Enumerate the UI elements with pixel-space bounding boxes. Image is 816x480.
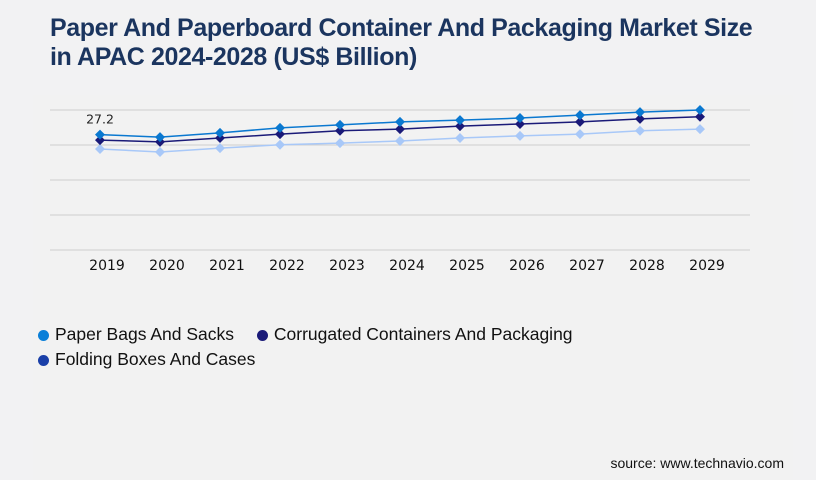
legend-item-corrugated[interactable]: Corrugated Containers And Packaging <box>256 322 573 346</box>
x-tick-label: 2028 <box>629 258 665 274</box>
data-point[interactable] <box>215 133 225 143</box>
legend-marker-icon <box>38 330 49 341</box>
data-point[interactable] <box>455 133 465 143</box>
x-tick-label: 2029 <box>689 258 725 274</box>
data-point[interactable] <box>455 115 465 126</box>
data-point[interactable] <box>395 135 405 146</box>
data-point[interactable] <box>95 135 105 146</box>
data-point[interactable] <box>515 119 525 129</box>
data-label: 27.2 <box>86 112 114 127</box>
data-point[interactable] <box>215 127 225 138</box>
data-point[interactable] <box>395 124 405 135</box>
data-point[interactable] <box>275 122 285 133</box>
data-point[interactable] <box>95 129 105 140</box>
x-tick-label: 2019 <box>89 258 125 274</box>
x-tick-label: 2024 <box>389 258 425 274</box>
series-group <box>95 105 705 157</box>
series-paper-bags-and-sacks <box>95 105 705 143</box>
series-corrugated-containers-and-packaging <box>95 111 705 147</box>
x-tick-label: 2027 <box>569 258 605 274</box>
line-chart: 2019 2020 2021 2022 2023 2024 2025 2026 2027 2028… <box>50 105 750 274</box>
x-tick-label: 2020 <box>149 258 185 274</box>
x-tick-label: 2026 <box>509 258 545 274</box>
data-point[interactable] <box>635 113 645 124</box>
data-point[interactable] <box>275 129 285 140</box>
x-tick-label: 2021 <box>209 258 245 274</box>
data-labels: 27.2 <box>86 112 114 127</box>
data-point[interactable] <box>695 105 705 115</box>
data-point[interactable] <box>335 119 345 130</box>
legend: Paper Bags And Sacks Corrugated Containe… <box>38 322 658 372</box>
data-point[interactable] <box>515 130 525 141</box>
data-point[interactable] <box>335 138 345 149</box>
legend-label: Corrugated Containers And Packaging <box>273 324 573 344</box>
legend-item-folding-boxes[interactable]: Folding Boxes And Cases <box>38 347 255 371</box>
series-folding-boxes-and-cases <box>95 124 705 157</box>
data-point[interactable] <box>335 125 345 136</box>
data-point[interactable] <box>515 113 525 124</box>
data-point[interactable] <box>95 144 105 155</box>
x-axis-tick-labels: 2019 2020 2021 2022 2023 2024 2025 2026 2027 2028… <box>89 258 725 274</box>
data-point[interactable] <box>155 147 165 157</box>
data-point[interactable] <box>395 116 405 127</box>
x-tick-label: 2025 <box>449 258 485 274</box>
legend-marker-icon <box>256 330 268 341</box>
data-point[interactable] <box>635 125 645 136</box>
data-point[interactable] <box>575 129 585 140</box>
data-point[interactable] <box>695 124 705 135</box>
data-point[interactable] <box>575 116 585 127</box>
data-point[interactable] <box>635 107 645 118</box>
data-point[interactable] <box>695 111 705 122</box>
legend-label: Folding Boxes And Cases <box>55 349 256 369</box>
chart-panel <box>33 95 793 480</box>
legend-label: Paper Bags And Sacks <box>55 324 234 344</box>
data-point[interactable] <box>275 139 285 150</box>
source-credit: source: www.technavio.com <box>610 455 784 471</box>
data-point[interactable] <box>575 110 585 121</box>
chart-title: Paper And Paperboard Container And Packa… <box>50 14 753 71</box>
x-tick-label: 2022 <box>269 258 305 274</box>
legend-marker-icon <box>38 355 49 366</box>
x-tick-label: 2023 <box>329 258 365 274</box>
data-point[interactable] <box>215 143 225 154</box>
legend-item-paper-bags[interactable]: Paper Bags And Sacks <box>38 322 234 346</box>
data-point[interactable] <box>455 121 465 132</box>
data-point[interactable] <box>155 132 165 143</box>
